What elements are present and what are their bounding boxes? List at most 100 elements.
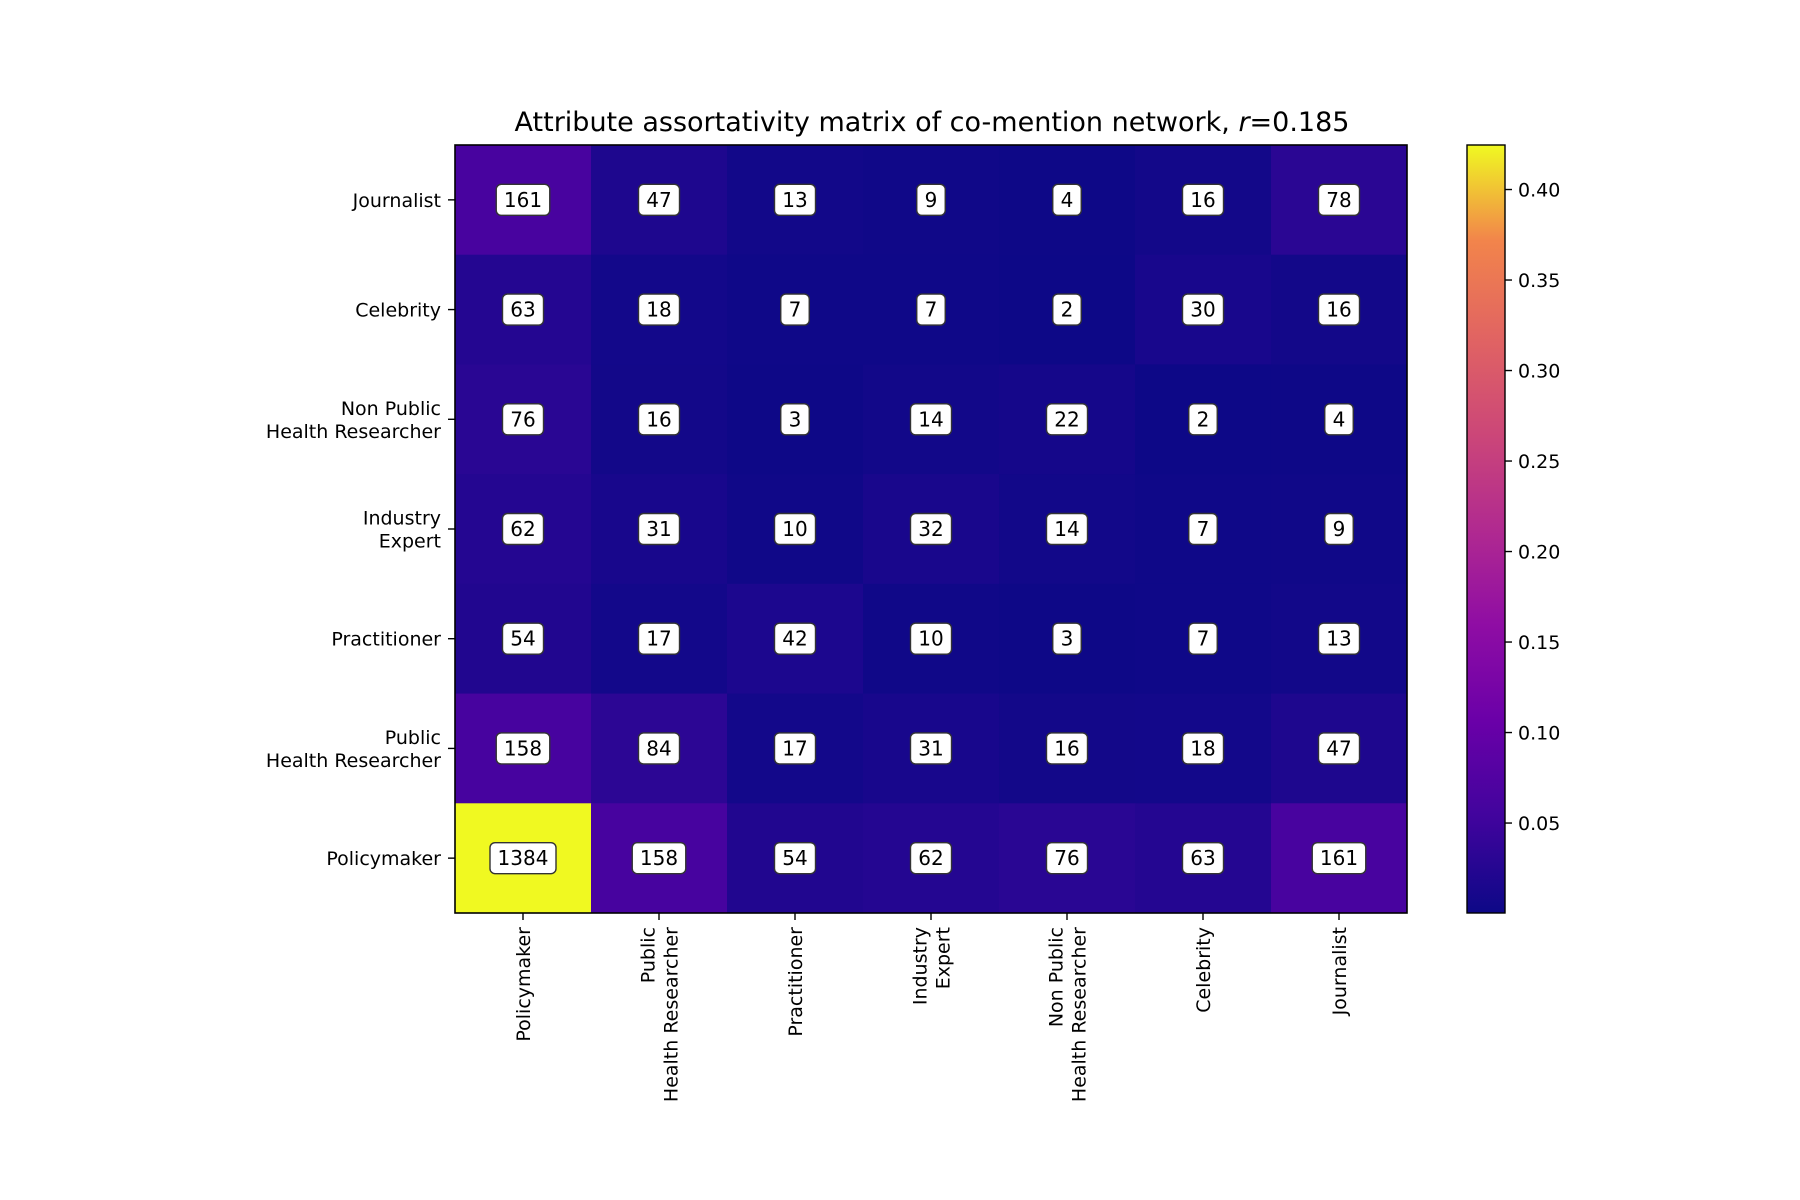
cell-label-box <box>501 403 545 436</box>
cell-value-label: 7 <box>789 298 802 322</box>
cell-value-label: 76 <box>1054 846 1079 870</box>
y-tick-label: Practitioner <box>331 629 441 651</box>
cell-label-box <box>637 403 681 436</box>
cell-label-box <box>501 293 545 326</box>
y-tick-label: Celebrity <box>355 300 441 322</box>
colorbar-tick-label: 0.15 <box>1518 632 1560 654</box>
cell-value-label: 47 <box>646 188 671 212</box>
cell-label-box <box>1045 512 1089 546</box>
cell-label-box <box>1324 403 1354 436</box>
cell-label-box <box>780 293 810 326</box>
cell-label-box <box>501 622 545 655</box>
cell-label-box <box>1045 732 1089 765</box>
cell-value-label: 17 <box>782 736 807 760</box>
cell-label-box <box>773 841 817 875</box>
cell-label-box <box>1311 841 1367 875</box>
cell-label-box <box>637 732 681 765</box>
cell-label-box <box>1181 183 1225 217</box>
x-tick-label: Policymaker <box>513 927 535 1042</box>
x-tick-label: Celebrity <box>1193 927 1215 1013</box>
colorbar-tick-label: 0.25 <box>1518 451 1560 473</box>
x-tick-label: PublicHealth Researcher <box>638 927 683 1102</box>
colorbar-tick-label: 0.35 <box>1518 270 1560 292</box>
cell-value-label: 32 <box>918 517 943 541</box>
colorbar-frame <box>1466 144 1506 914</box>
cell-value-label: 16 <box>1054 736 1079 760</box>
cell-value-label: 31 <box>646 517 671 541</box>
cell-value-label: 62 <box>918 846 943 870</box>
cell-value-label: 63 <box>1190 846 1215 870</box>
cell-value-label: 7 <box>1197 517 1210 541</box>
cell-label-box <box>637 293 681 326</box>
colorbar-tick-label: 0.05 <box>1518 813 1560 835</box>
cell-value-label: 158 <box>504 736 542 760</box>
cell-value-label: 47 <box>1326 736 1351 760</box>
cell-value-label: 2 <box>1061 298 1074 322</box>
cell-label-box <box>1045 841 1089 875</box>
cell-label-box <box>773 732 817 765</box>
cell-label-box <box>1188 622 1218 655</box>
cell-value-label: 84 <box>646 736 671 760</box>
cell-value-label: 2 <box>1197 407 1210 431</box>
heatmap-cells <box>455 145 1408 914</box>
cell-value-label: 14 <box>1054 517 1079 541</box>
colorbar-tick-label: 0.30 <box>1518 361 1560 383</box>
cell-label-box <box>1052 183 1082 217</box>
cell-label-box <box>773 512 817 546</box>
cell-value-label: 17 <box>646 627 671 651</box>
y-tick-label: Non Public Health Researcher <box>266 398 441 443</box>
cell-value-label: 7 <box>1197 627 1210 651</box>
y-tick-label: Industry Expert <box>363 508 441 553</box>
cell-value-label: 62 <box>510 517 535 541</box>
y-tick-label: Public Health Researcher <box>266 727 441 772</box>
cell-label-box <box>1045 403 1089 436</box>
x-axis: Policymaker PublicHealth Researcher Practi… <box>513 913 1351 1102</box>
cell-value-label: 31 <box>918 736 943 760</box>
cell-label-box <box>909 622 953 655</box>
cell-label-box <box>909 732 953 765</box>
cell-label-box <box>637 622 681 655</box>
x-tick-label: IndustryExpert <box>910 927 955 1005</box>
colorbar-tick-label: 0.20 <box>1518 542 1560 564</box>
cell-value-label: 14 <box>918 407 943 431</box>
x-tick-label: Practitioner <box>785 927 807 1037</box>
y-axis: Journalist Celebrity Non Public Health Rese… <box>266 190 455 870</box>
x-tick-label: Non PublicHealth Researcher <box>1046 927 1091 1102</box>
cell-value-label: 42 <box>782 627 807 651</box>
cell-label-box <box>1317 293 1361 326</box>
cell-label-box <box>909 841 953 875</box>
cell-label-box <box>631 841 687 875</box>
colorbar-tick-label: 0.10 <box>1518 723 1560 745</box>
cell-label-box <box>909 403 953 436</box>
cell-label-box <box>1052 622 1082 655</box>
cell-value-label: 4 <box>1061 188 1074 212</box>
cell-label-box <box>1188 403 1218 436</box>
y-tick-label: Policymaker <box>326 848 441 870</box>
colorbar-tick-label: 0.40 <box>1518 180 1560 202</box>
cell-value-label: 16 <box>1326 298 1351 322</box>
cell-value-label: 54 <box>782 846 807 870</box>
cell-label-box <box>501 512 545 546</box>
cell-label-box <box>1317 183 1361 217</box>
y-tick-label: Journalist <box>352 190 441 212</box>
cell-value-label: 18 <box>1190 736 1215 760</box>
cell-label-box <box>495 732 551 765</box>
colorbar-gradient <box>1467 145 1505 913</box>
cell-label-box <box>637 512 681 546</box>
cell-value-label: 78 <box>1326 188 1351 212</box>
cell-value-label: 16 <box>1190 188 1215 212</box>
cell-label-box <box>1181 732 1225 765</box>
cell-value-label: 22 <box>1054 407 1079 431</box>
cell-label-box <box>909 512 953 546</box>
cell-label-box <box>637 183 681 217</box>
cell-value-label: 10 <box>918 627 943 651</box>
cell-label-box <box>1181 841 1225 875</box>
cell-value-label: 9 <box>925 188 938 212</box>
cell-label-box <box>1317 732 1361 765</box>
cell-value-label: 13 <box>1326 627 1351 651</box>
cell-value-label: 158 <box>640 846 678 870</box>
cell-label-box <box>1181 293 1225 326</box>
cell-value-label: 1384 <box>498 846 549 870</box>
